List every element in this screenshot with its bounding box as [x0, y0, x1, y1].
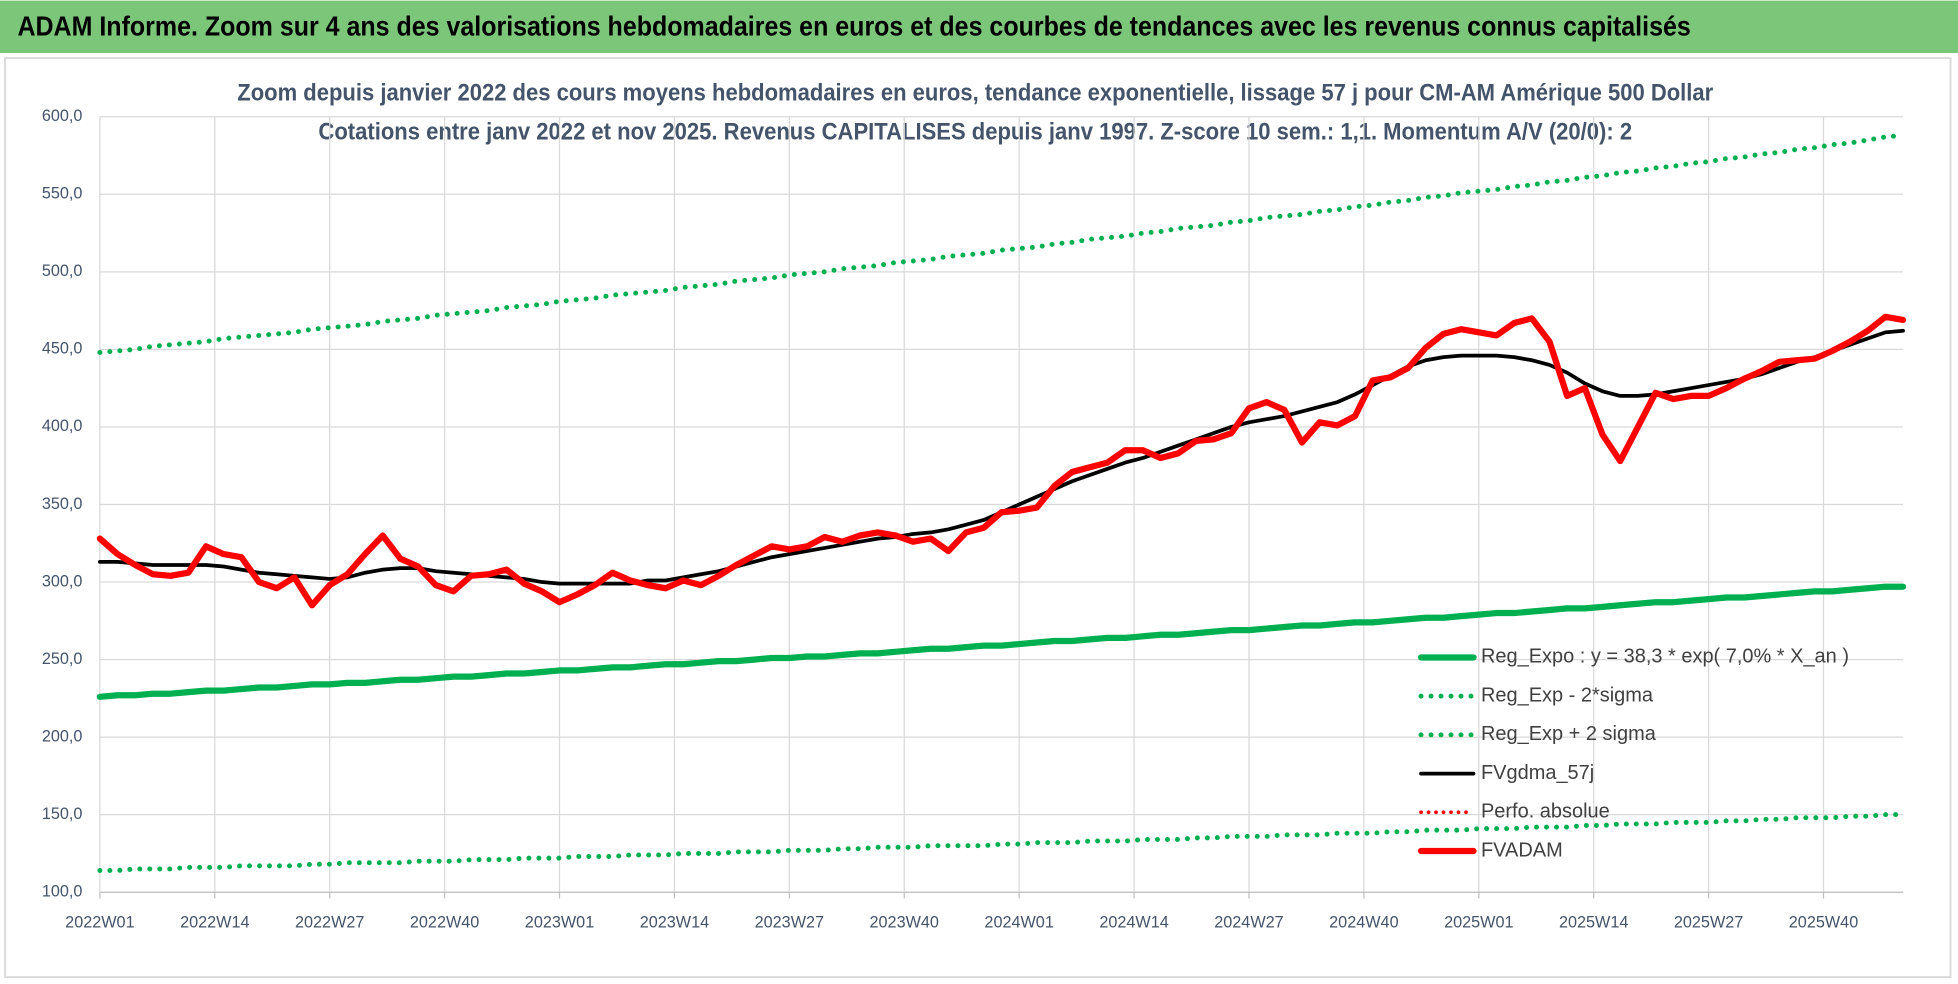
legend-label: Perfo. absolue [1481, 801, 1610, 823]
x-tick-label: 2022W40 [410, 914, 479, 932]
x-tick-label: 2022W14 [180, 914, 249, 932]
y-tick-label: 350,0 [42, 495, 83, 513]
x-tick-label: 2023W40 [870, 914, 939, 932]
y-tick-label: 600,0 [42, 107, 83, 125]
y-tick-label: 450,0 [42, 340, 83, 358]
chart-border [4, 57, 1952, 979]
y-tick-label: 250,0 [42, 650, 83, 668]
legend-label: FVADAM [1481, 839, 1563, 861]
x-tick-label: 2024W27 [1214, 914, 1283, 932]
y-tick-label: 300,0 [42, 572, 83, 590]
x-tick-label: 2024W40 [1329, 914, 1398, 932]
x-tick-label: 2023W27 [755, 914, 824, 932]
legend-label: FVgdma_57j [1481, 762, 1594, 784]
y-tick-label: 200,0 [42, 727, 83, 745]
x-tick-label: 2022W01 [65, 914, 134, 932]
x-tick-label: 2025W14 [1559, 914, 1628, 932]
x-tick-label: 2025W01 [1444, 914, 1513, 932]
x-tick-label: 2025W27 [1674, 914, 1743, 932]
header-bar [0, 0, 1958, 54]
x-tick-label: 2024W14 [1099, 914, 1168, 932]
legend-label: Reg_Exp - 2*sigma [1481, 684, 1654, 706]
y-tick-label: 550,0 [42, 185, 83, 203]
x-tick-label: 2024W01 [984, 914, 1053, 932]
y-tick-label: 150,0 [42, 805, 83, 823]
series-line [97, 812, 1906, 873]
series-line [96, 313, 1907, 609]
chart-subtitle: Cotations entre janv 2022 et nov 2025. R… [318, 119, 1632, 145]
legend-label: Reg_Expo : y = 38,3 * exp( 7,0% * X_an ) [1481, 646, 1849, 668]
chart-title: Zoom depuis janvier 2022 des cours moyen… [237, 81, 1713, 107]
y-tick-label: 100,0 [42, 882, 83, 900]
series-line [97, 132, 1906, 355]
series-line [96, 583, 1907, 700]
header-title: ADAM Informe. Zoom sur 4 ans des valoris… [17, 10, 1690, 41]
x-tick-label: 2025W40 [1789, 914, 1858, 932]
x-tick-label: 2023W14 [640, 914, 709, 932]
y-tick-label: 400,0 [42, 417, 83, 435]
y-tick-label: 500,0 [42, 262, 83, 280]
legend-label: Reg_Exp + 2 sigma [1481, 723, 1657, 745]
x-tick-label: 2023W01 [525, 914, 594, 932]
x-tick-label: 2022W27 [295, 914, 364, 932]
